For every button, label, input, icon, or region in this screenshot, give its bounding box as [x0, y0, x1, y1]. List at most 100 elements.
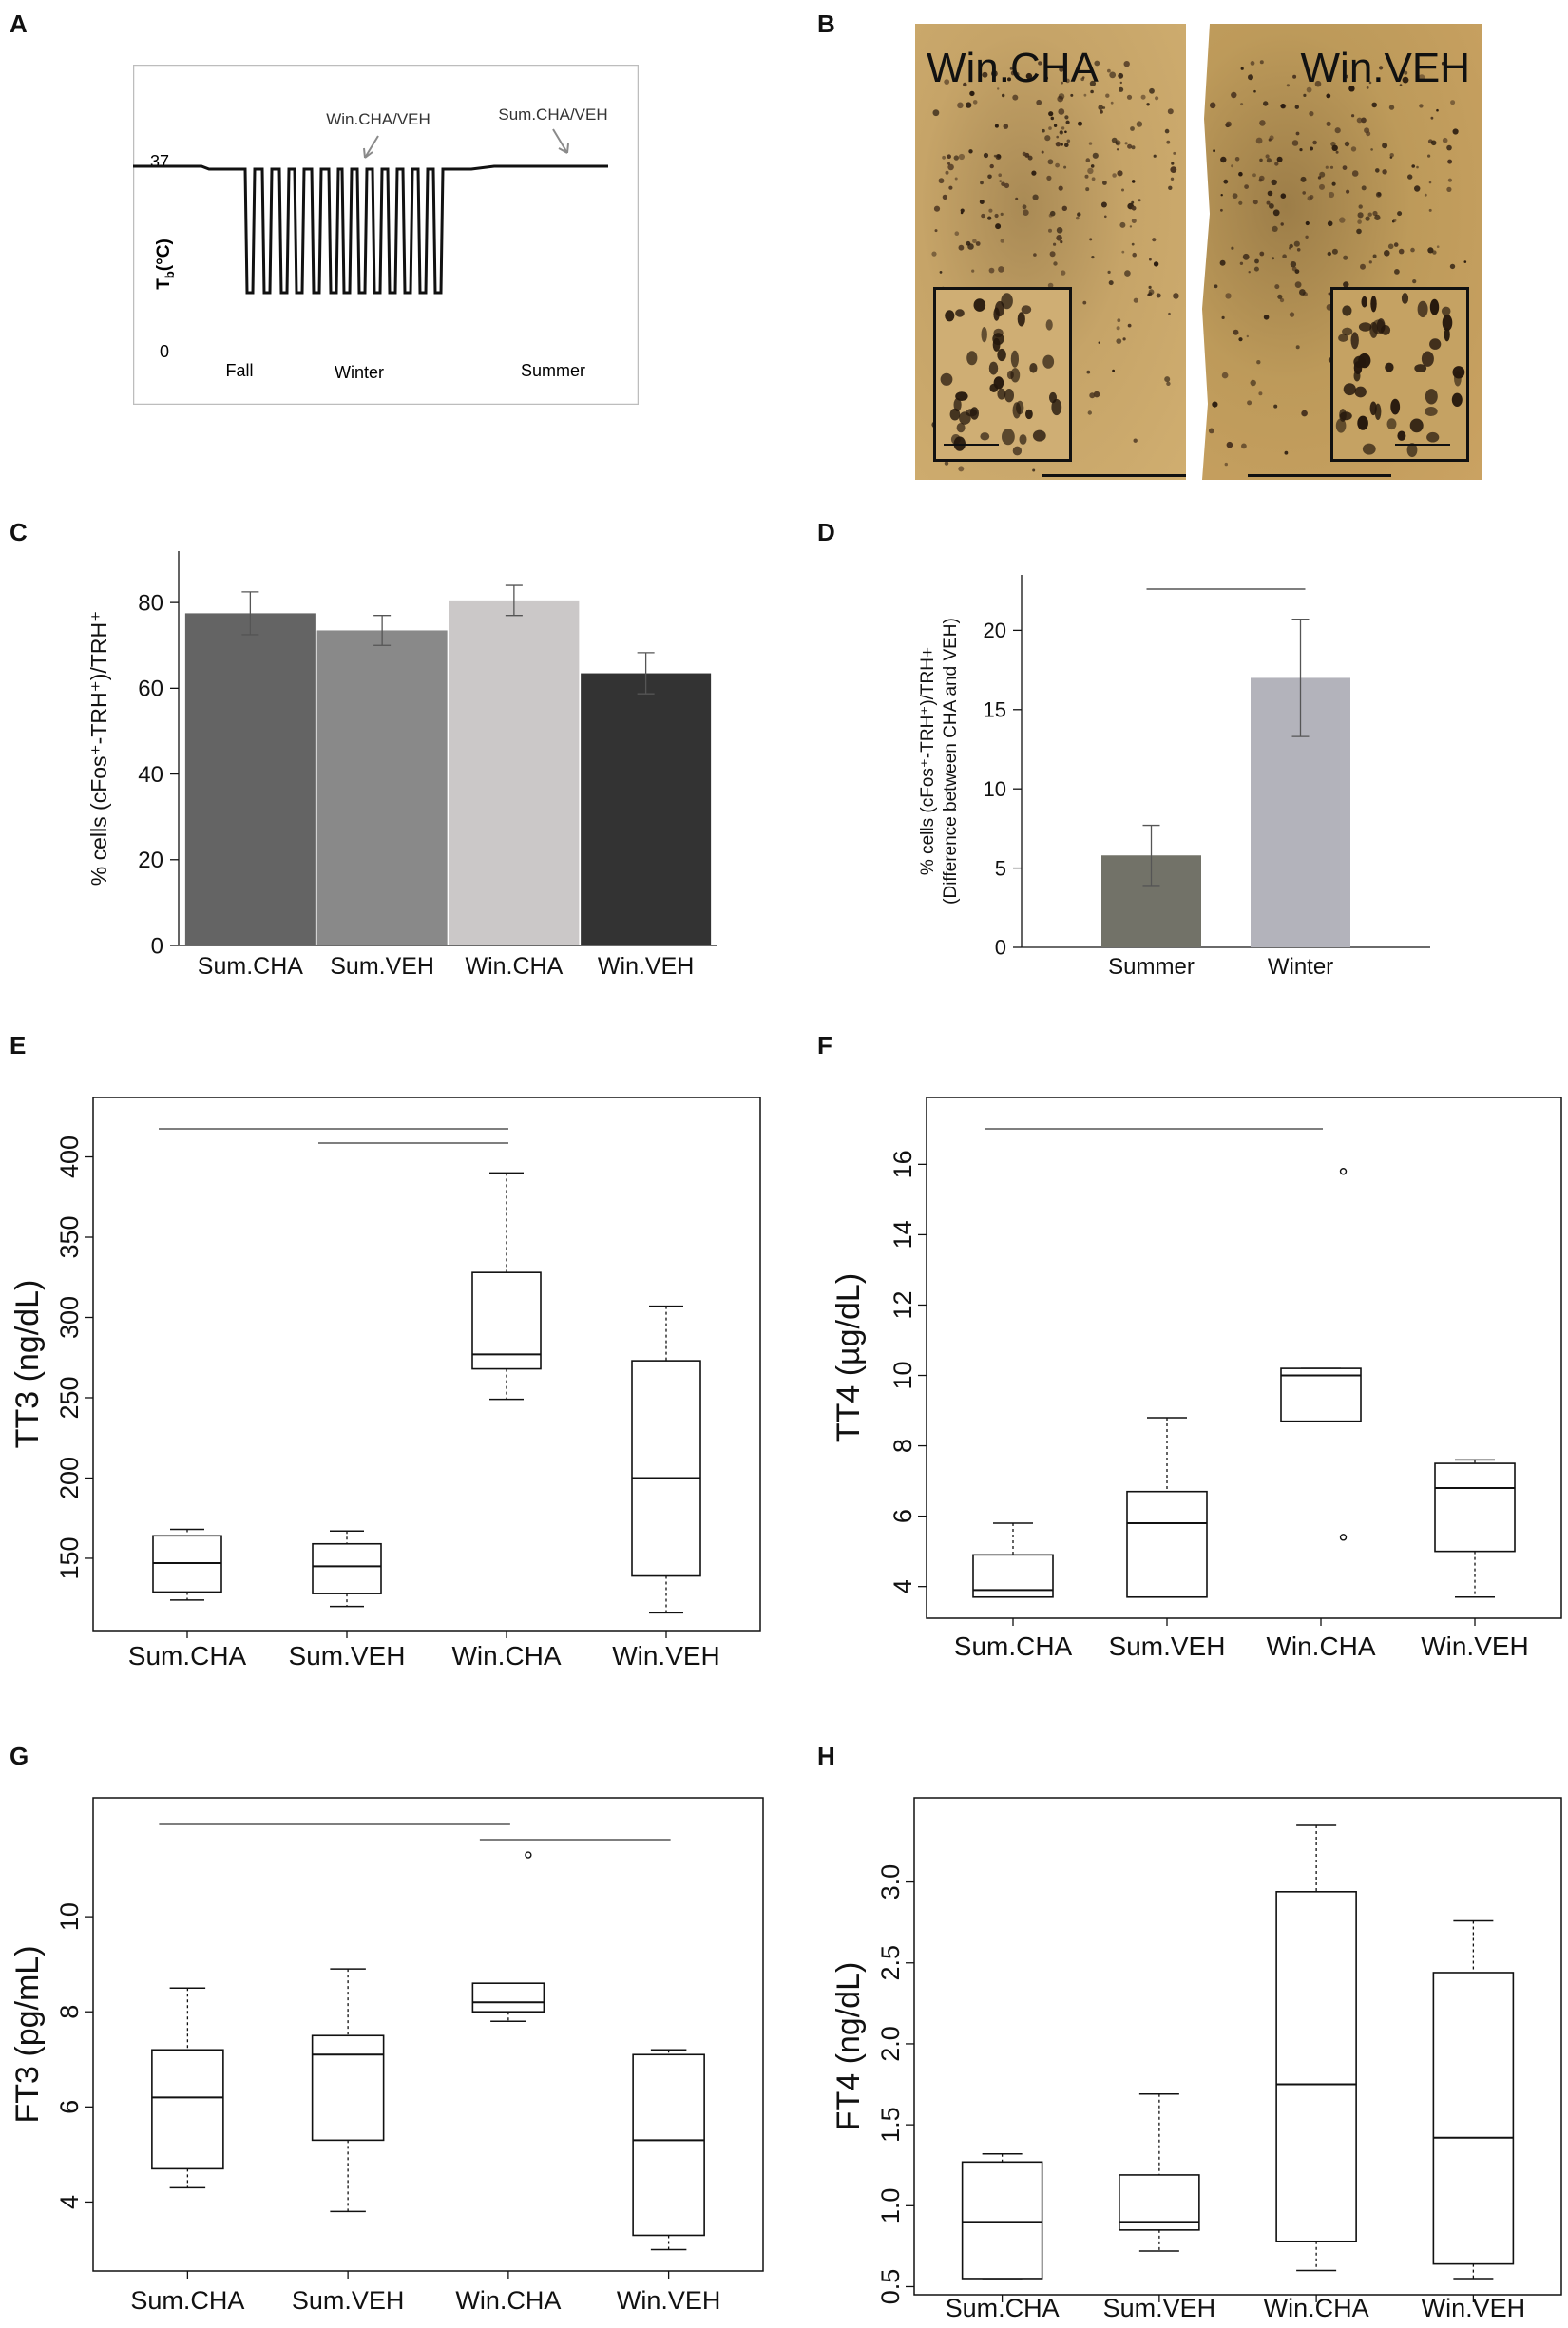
inset-scale-bar-left — [944, 444, 999, 446]
ytick-0: 0 — [160, 342, 169, 361]
y-tick-label: 300 — [55, 1296, 84, 1339]
cell-dot — [997, 87, 1000, 90]
inset-cell — [988, 361, 999, 375]
cell-dot — [1119, 86, 1124, 92]
cell-dot — [1238, 337, 1243, 342]
y-tick-label: 400 — [55, 1135, 84, 1178]
y-tick-label: 6 — [889, 1509, 917, 1523]
cell-dot — [1375, 168, 1380, 173]
x-category-label: Sum.VEH — [289, 1641, 406, 1670]
cell-dot — [1164, 376, 1171, 383]
cell-dot — [1168, 312, 1171, 315]
inset-cell — [1451, 392, 1463, 407]
cell-dot — [1094, 60, 1100, 67]
cell-dot — [1272, 257, 1275, 260]
cell-dot — [1343, 281, 1349, 288]
inset-scale-bar-right — [1395, 444, 1450, 446]
cell-dot — [1339, 217, 1346, 223]
cell-dot — [932, 109, 940, 117]
cell-dot — [1410, 247, 1415, 253]
cell-dot — [1325, 165, 1329, 169]
cell-dot — [1239, 261, 1244, 265]
ytick-37: 37 — [150, 152, 169, 171]
cell-dot — [1042, 128, 1045, 133]
cell-dot — [947, 163, 954, 171]
cell-dot — [1248, 271, 1251, 274]
cell-dot — [1089, 238, 1093, 241]
cell-dot — [1061, 81, 1063, 85]
cell-dot — [1248, 74, 1253, 81]
cell-dot — [999, 180, 1003, 183]
cell-dot — [1388, 105, 1395, 110]
inset-cell — [1004, 389, 1014, 403]
bar-sum-veh — [316, 630, 448, 945]
cell-dot — [979, 200, 985, 204]
inset-cell — [1342, 305, 1352, 316]
cell-dot — [1240, 67, 1244, 70]
y-tick-label: 8 — [889, 1439, 917, 1453]
cell-dot — [1299, 289, 1306, 296]
cell-dot — [1060, 240, 1063, 244]
cell-dot — [1289, 246, 1291, 250]
cell-dot — [1436, 108, 1439, 112]
cell-dot — [1446, 144, 1452, 151]
cell-dot — [998, 173, 1002, 177]
cell-dot — [1319, 171, 1326, 178]
cell-dot — [958, 466, 965, 472]
cell-dot — [934, 229, 938, 233]
svg-text:Tb(°C): Tb(°C) — [154, 239, 177, 290]
inset-cell — [1361, 296, 1367, 308]
y-tick-label: 350 — [55, 1215, 84, 1258]
cell-dot — [1441, 61, 1445, 66]
cell-dot — [1319, 183, 1325, 190]
cell-dot — [1087, 410, 1092, 415]
panel-label-a: A — [10, 10, 28, 38]
y-tick-label: 8 — [55, 2005, 84, 2019]
y-tick-label: 1.0 — [876, 2188, 905, 2224]
chart-g-svg: 4 6 8 10 FT3 (pg/mL) Sum.CHA Sum.VEH Win.CHA Win… — [10, 1797, 764, 2315]
cell-dot — [1295, 131, 1300, 136]
y-tick-label: 250 — [55, 1376, 84, 1419]
y-tick-label: 3.0 — [876, 1864, 905, 1900]
cell-dot — [1149, 87, 1155, 94]
cell-dot — [1131, 205, 1137, 211]
cell-dot — [1031, 170, 1037, 176]
inset-cell — [1401, 293, 1409, 304]
cell-dot — [1118, 72, 1124, 79]
cell-dot — [1048, 111, 1054, 117]
cell-dot — [1372, 254, 1377, 258]
cell-dot — [1098, 341, 1100, 344]
cell-dot — [1344, 141, 1350, 147]
inset-cell — [1444, 328, 1450, 342]
cell-dot — [1375, 191, 1382, 198]
inset-cell — [1429, 338, 1442, 350]
y-tick-label: 4 — [889, 1579, 917, 1593]
inset-cell — [993, 307, 1000, 321]
y-tick-label: 20 — [984, 619, 1006, 642]
cell-dot — [1148, 285, 1152, 289]
cell-dot — [1088, 142, 1093, 145]
annotation-winter-arrowhead — [363, 147, 373, 159]
cell-dot — [1272, 225, 1278, 232]
x-category-label: Sum.CHA — [946, 2294, 1060, 2322]
cell-dot — [1394, 269, 1400, 275]
cell-dot — [1121, 188, 1124, 192]
cell-dot — [1059, 67, 1064, 72]
cell-dot — [1244, 184, 1249, 190]
chart-c-svg: 0 20 40 60 80 % cells (cFos⁺-TRH⁺)/TRH⁺ Sum.CH… — [86, 551, 717, 980]
cell-dot — [1107, 68, 1111, 73]
cell-dot — [1282, 254, 1287, 258]
panel-label-e: E — [10, 1031, 27, 1059]
y-axis-label: TT4 (µg/dL) — [831, 1273, 867, 1442]
cell-dot — [1078, 121, 1082, 126]
cell-dot — [1127, 323, 1132, 328]
x-category-label: Win.CHA — [451, 1641, 561, 1670]
cell-dot — [1254, 258, 1259, 264]
cell-dot — [1124, 270, 1131, 277]
cell-dot — [1372, 210, 1378, 217]
cell-dot — [1305, 220, 1310, 226]
cell-dot — [1153, 154, 1157, 158]
inset-cell — [992, 333, 1004, 346]
cell-dot — [987, 174, 992, 180]
cell-dot — [944, 79, 950, 85]
